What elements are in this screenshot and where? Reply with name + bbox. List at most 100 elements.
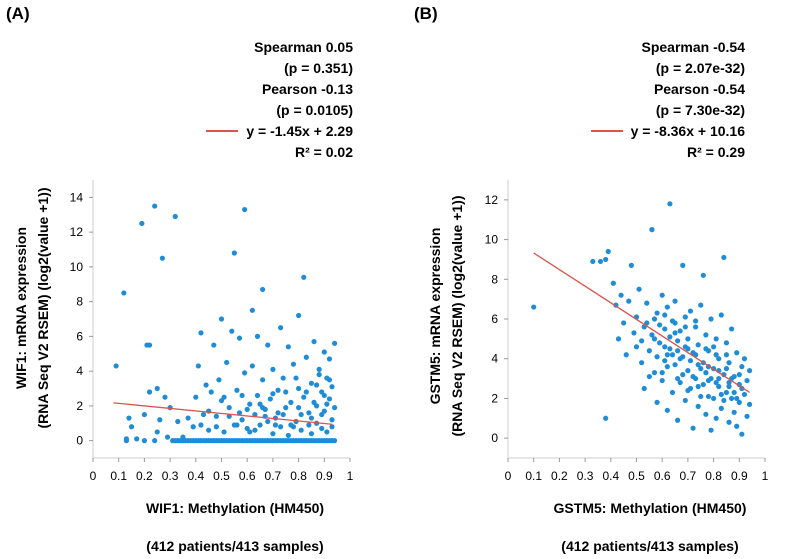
data-point-b: [615, 336, 622, 342]
data-point-b: [649, 332, 655, 338]
data-point-b: [646, 373, 652, 380]
data-point-b: [682, 314, 688, 320]
data-point-b: [685, 336, 691, 342]
data-point-a: [326, 396, 333, 402]
data-point-b: [736, 372, 742, 378]
data-point-a: [211, 342, 217, 348]
data-point-a: [308, 431, 315, 437]
ylabel-line2-b: (RNA Seq V2 RSEM) (log2(value +1)): [449, 195, 465, 436]
data-point-a: [216, 377, 222, 383]
data-point-b: [687, 308, 694, 314]
data-point-a: [319, 411, 325, 418]
data-point-b: [716, 375, 722, 382]
data-point-a: [319, 425, 325, 432]
xlabel-b: GSTM5: Methylation (HM450): [553, 500, 747, 516]
data-point-a: [154, 429, 160, 435]
data-point-b: [721, 254, 727, 261]
data-point-b: [713, 352, 719, 358]
data-point-a: [193, 394, 199, 400]
pearson-value-a: Pearson -0.13: [261, 81, 353, 97]
x-tick-label-b: 0.6: [654, 469, 671, 483]
data-point-a: [301, 394, 307, 400]
data-point-b: [675, 348, 681, 354]
data-point-a: [206, 427, 212, 433]
data-point-b: [721, 372, 727, 378]
data-point-b: [708, 427, 714, 433]
data-point-b: [633, 344, 640, 350]
data-point-b: [682, 397, 688, 404]
data-point-b: [659, 377, 665, 384]
y-tick-label-b: 4: [491, 352, 498, 366]
data-point-b: [664, 352, 670, 358]
data-point-a: [290, 361, 297, 367]
data-point-b: [659, 370, 665, 376]
data-point-a: [234, 387, 240, 393]
data-point-a: [329, 424, 335, 430]
y-tick-label-a: 14: [70, 190, 84, 204]
data-point-b: [693, 324, 699, 330]
data-point-a: [278, 325, 284, 331]
x-tick-label-b: 1: [762, 469, 769, 483]
data-point-b: [636, 286, 642, 292]
x-tick-label-b: 0.1: [525, 469, 542, 483]
panel-label-b: (B): [414, 4, 438, 23]
data-point-a: [172, 213, 178, 220]
xlabel-a: WIF1: Methylation (HM450): [145, 500, 325, 516]
data-point-b: [651, 370, 658, 376]
x-tick-label-a: 0.8: [290, 469, 307, 483]
data-point-a: [224, 359, 230, 366]
data-point-a: [242, 370, 248, 376]
x-tick-label-b: 0.9: [731, 469, 748, 483]
data-point-a: [113, 363, 119, 369]
data-point-b: [685, 346, 691, 352]
data-point-b: [628, 262, 634, 268]
data-point-b: [597, 258, 604, 265]
data-point-a: [247, 429, 253, 435]
data-point-a: [296, 405, 302, 411]
data-point-a: [316, 366, 322, 372]
data-point-b: [721, 397, 727, 404]
data-point-b: [669, 352, 676, 358]
data-point-b: [667, 334, 673, 340]
data-point-a: [213, 413, 219, 419]
data-point-a: [154, 385, 160, 392]
data-point-a: [296, 312, 302, 319]
data-point-a: [296, 385, 302, 392]
data-point-b: [682, 324, 688, 330]
data-point-a: [254, 392, 261, 399]
data-point-b: [621, 320, 627, 326]
data-point-a: [285, 344, 291, 350]
data-point-a: [329, 384, 335, 390]
data-point-b: [705, 393, 712, 400]
data-point-a: [221, 429, 227, 435]
data-point-b: [734, 350, 740, 356]
data-point-b: [718, 312, 724, 318]
footer-samples-a: (412 patients/413 samples): [146, 538, 324, 554]
y-tick-label-b: 0: [491, 431, 498, 445]
data-point-b: [698, 366, 704, 372]
data-point-a: [288, 399, 294, 405]
data-point-b: [698, 302, 704, 308]
y-tick-label-b: 12: [485, 193, 499, 207]
data-point-a: [260, 286, 266, 293]
data-point-b: [605, 248, 611, 255]
data-point-b: [680, 372, 686, 378]
data-point-a: [324, 429, 330, 435]
data-point-a: [275, 387, 281, 393]
data-point-b: [690, 373, 696, 380]
data-point-a: [231, 250, 237, 256]
data-point-b: [746, 401, 753, 407]
data-point-b: [703, 332, 709, 338]
data-point-b: [713, 379, 719, 386]
data-point-b: [651, 316, 658, 322]
data-point-b: [590, 258, 596, 265]
data-point-b: [739, 431, 745, 437]
data-point-a: [252, 411, 258, 418]
data-point-b: [739, 364, 745, 370]
data-point-a: [275, 410, 281, 416]
data-point-b: [644, 300, 650, 306]
data-point-b: [646, 348, 652, 354]
data-point-a: [159, 255, 165, 261]
